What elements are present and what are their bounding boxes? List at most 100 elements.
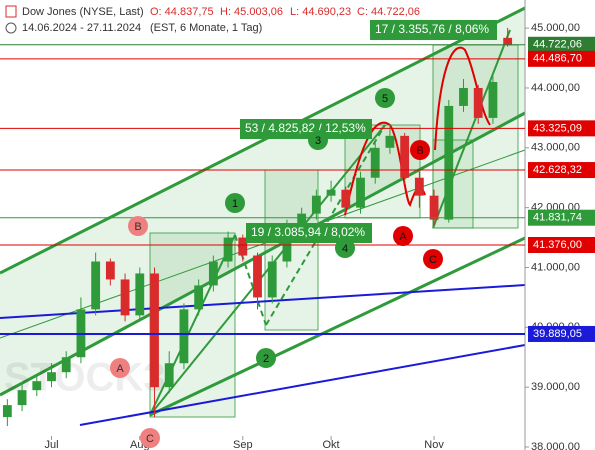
level-tag: [528, 209, 595, 226]
level-label: 41.831,74: [533, 212, 582, 224]
wave-line: [149, 234, 236, 416]
candle-body: [135, 273, 145, 316]
trend-line: [149, 236, 526, 417]
candle-body: [2, 405, 12, 418]
drawings: [0, 6, 526, 426]
level-label: 44.722,06: [533, 39, 582, 51]
candle-body: [208, 261, 218, 286]
wave-line: [265, 124, 386, 326]
wave-line: [149, 124, 386, 416]
wave-marker: [410, 140, 430, 160]
y-tick-label: 41.000,00: [531, 261, 580, 273]
clock-icon: [5, 22, 17, 34]
candle-body: [150, 273, 159, 388]
y-tick-label: 44.000,00: [531, 82, 580, 94]
candle-body: [326, 189, 336, 196]
wave-marker: [335, 238, 355, 258]
wave-label: B: [134, 221, 141, 233]
level-tag: [528, 36, 595, 53]
level-label: 43.325,09: [533, 122, 582, 134]
wave-label: 1: [232, 198, 238, 210]
annotation-box: [246, 223, 372, 243]
candle-body: [91, 261, 101, 310]
watermark: STOCK3: [4, 356, 166, 400]
header: Dow Jones (NYSE, Last) O: 44.837,75 H: 4…: [5, 5, 420, 34]
candle-body: [370, 147, 380, 178]
subtitle: 14.06.2024 - 27.11.2024: [22, 22, 141, 34]
level-label: 44.486,70: [533, 53, 582, 65]
x-tick-label: Okt: [323, 439, 340, 450]
subtitle-note: (EST, 6 Monate, 1 Tag): [150, 22, 262, 34]
candle-body: [503, 37, 513, 45]
candle-body: [179, 309, 189, 364]
wave-label: C: [429, 254, 437, 266]
candle-body: [164, 363, 174, 388]
annotation-box: [370, 20, 497, 40]
candle-body: [488, 81, 498, 118]
level-tag: [528, 120, 595, 137]
candle-body: [120, 279, 130, 316]
level-tag: [528, 325, 595, 342]
candle-body: [32, 381, 42, 391]
candle-body: [282, 225, 292, 262]
y-tick-label: 45.000,00: [531, 22, 580, 34]
channel-fill: [0, 8, 525, 395]
wave-label: 4: [342, 243, 348, 255]
level-label: 42.628,32: [533, 164, 582, 176]
candle-body: [385, 135, 395, 148]
support-line: [0, 284, 526, 319]
wave-marker: [308, 130, 328, 150]
candle-body: [444, 105, 454, 220]
icon: [5, 5, 17, 18]
candle-body: [238, 237, 248, 256]
candle-body: [356, 177, 365, 208]
title: Dow Jones (NYSE, Last): [22, 6, 144, 18]
wave-marker: [110, 358, 130, 378]
level-tag: [528, 162, 595, 179]
trend-line: [0, 111, 526, 397]
candle-body: [311, 195, 321, 214]
ohlc-close: C: 44.722,06: [357, 6, 420, 18]
wave-label: 5: [382, 93, 388, 105]
annotation: 53 / 4.825,82 / 12,53%: [245, 121, 366, 135]
annotation: 19 / 3.085,94 / 8,02%: [251, 225, 365, 239]
level-tag: [528, 50, 595, 67]
box: [264, 169, 319, 331]
candle-body: [47, 372, 56, 382]
ohlc-low: L: 44.690,23: [290, 6, 351, 18]
level-tag: [528, 236, 595, 253]
level-label: 41.376,00: [533, 239, 582, 251]
wave-marker: [423, 249, 443, 269]
candle-body: [473, 87, 483, 118]
candle-body: [267, 261, 277, 298]
annotation-box: [240, 119, 372, 139]
y-tick-label: 43.000,00: [531, 142, 580, 154]
annotation: 17 / 3.355,76 / 8,06%: [375, 22, 489, 36]
ohlc-high: H: 45.003,06: [220, 6, 283, 18]
ohlc-open: O: 44.837,75: [150, 6, 214, 18]
candle-body: [61, 357, 71, 373]
candle-body: [223, 237, 233, 262]
candle-body: [400, 135, 410, 178]
y-tick-label: 38.000,00: [531, 441, 580, 450]
candle-body: [194, 285, 204, 310]
wave-marker: [393, 226, 413, 246]
wave-marker: [140, 428, 160, 448]
candle-body: [429, 195, 439, 220]
wave-marker: [375, 88, 395, 108]
candle-body: [105, 261, 115, 280]
wave-label: B: [416, 145, 423, 157]
x-tick-label: Jul: [44, 439, 58, 450]
candle-body: [459, 87, 468, 106]
x-tick-label: Aug: [130, 439, 150, 450]
wave-label: A: [116, 363, 124, 375]
trend-line: [0, 6, 526, 275]
wave-marker: [256, 348, 276, 368]
wave-label: A: [399, 231, 407, 243]
candle-body: [341, 189, 351, 208]
candle-body: [414, 177, 424, 196]
candle-body: [297, 213, 307, 226]
trend-line: [0, 149, 526, 339]
x-tick-label: Nov: [424, 439, 444, 450]
